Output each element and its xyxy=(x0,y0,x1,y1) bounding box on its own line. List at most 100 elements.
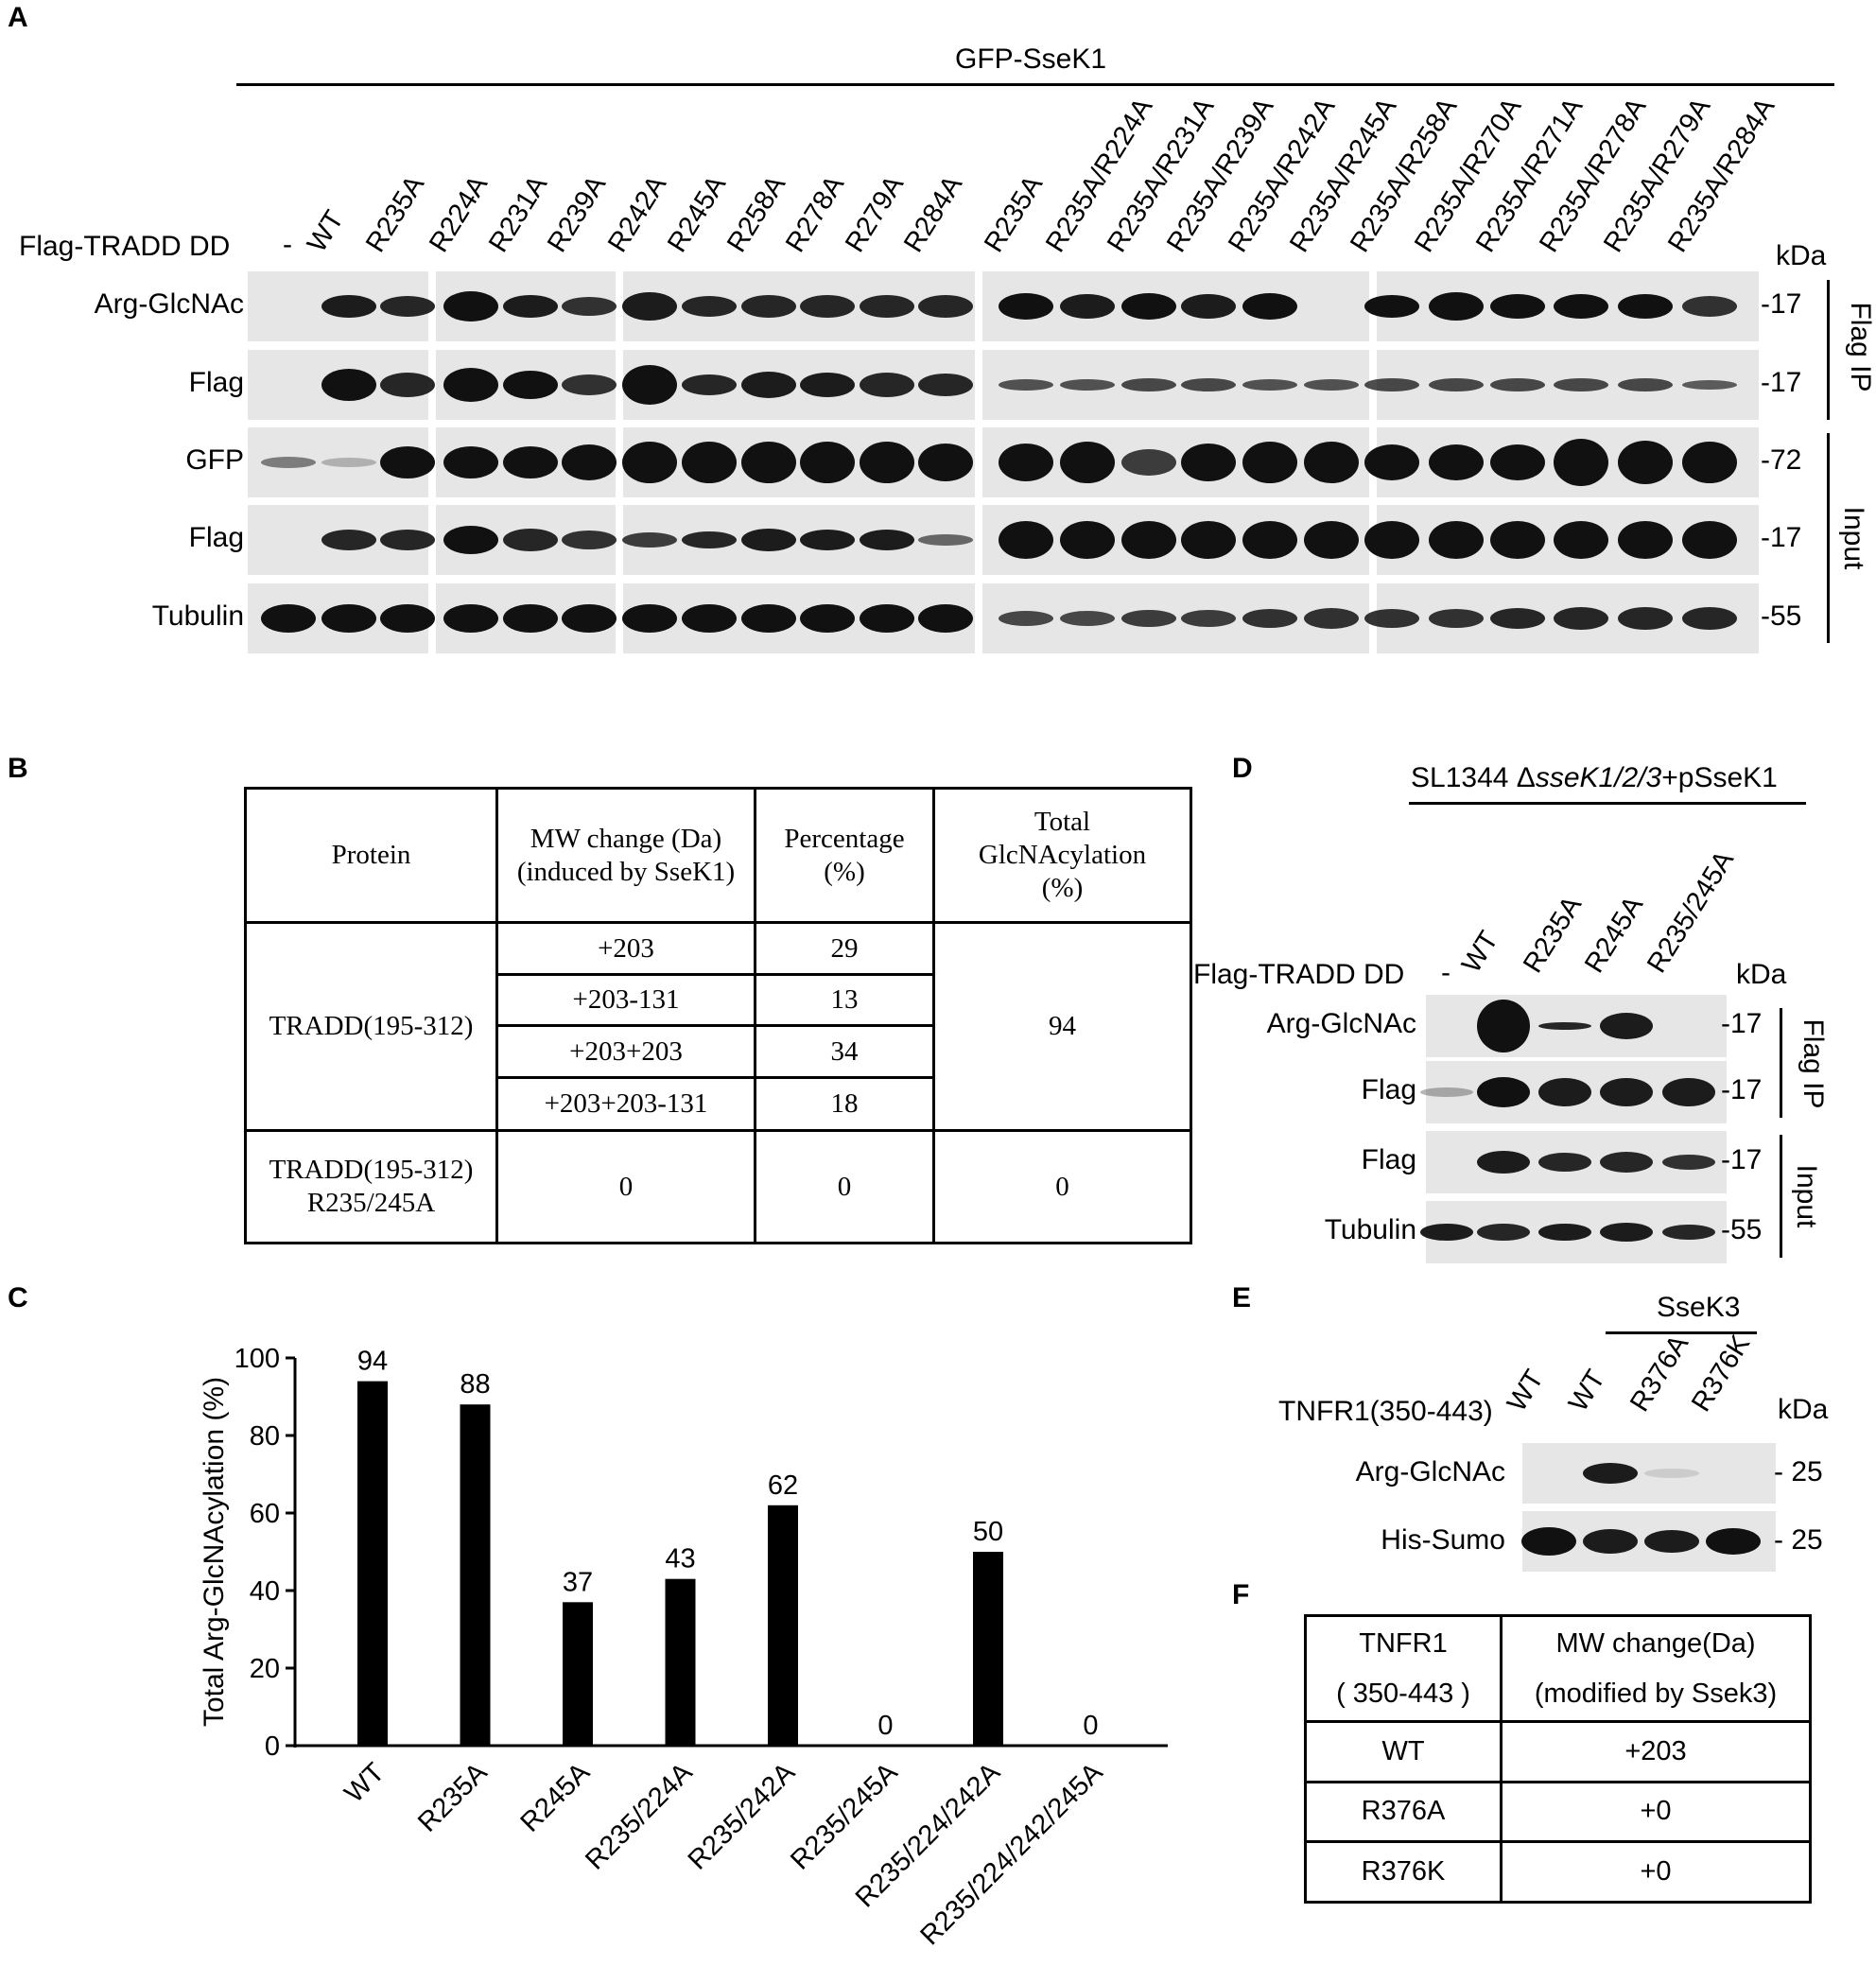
blot-band xyxy=(261,457,316,468)
total-cell: 94 xyxy=(932,921,1192,1133)
blot-band xyxy=(1429,444,1484,480)
row-label: Tubulin xyxy=(1324,1214,1416,1245)
blot-band xyxy=(1682,380,1737,390)
blot-band xyxy=(622,442,677,483)
blot-strip xyxy=(1522,1443,1776,1504)
lane-label: WT xyxy=(1502,1365,1551,1418)
panel-letter-a: A xyxy=(8,2,28,33)
panel-d-header-line xyxy=(1409,802,1806,805)
blot-band xyxy=(1662,1078,1715,1106)
kda-value: -17 xyxy=(1721,1074,1763,1105)
lane-label: R235A xyxy=(360,170,431,258)
table-row: R376A +0 xyxy=(1304,1780,1812,1844)
blot-band xyxy=(999,293,1053,320)
y-tick-label: 80 xyxy=(250,1421,280,1452)
blot-band xyxy=(562,374,617,395)
blot-band xyxy=(918,295,973,318)
blot-band xyxy=(321,458,376,467)
table-row: TRADD(195-312) +203 29 94 xyxy=(244,921,1192,1133)
blot-band xyxy=(1242,521,1297,559)
tnfr1-variant-cell: R376A xyxy=(1304,1780,1503,1844)
blot-band xyxy=(1242,442,1297,483)
table-header-mw-change: MW change (Da) (induced by SseK1) xyxy=(495,786,756,925)
blot-band xyxy=(503,446,558,478)
blot-band xyxy=(562,604,617,633)
blot-band xyxy=(321,369,376,401)
bar-value-label: 0 xyxy=(1083,1711,1098,1741)
panel-d-flag-ip-bracket xyxy=(1780,1008,1782,1118)
panel-letter-d: D xyxy=(1232,753,1253,784)
mw-change-cell: +0 xyxy=(1500,1780,1812,1844)
panel-f-header-tnfr1-line2: ( 350-443 ) xyxy=(1336,1678,1470,1709)
blot-band xyxy=(562,297,617,316)
lane-label: R235A xyxy=(1518,891,1589,979)
pct-cell: 18 xyxy=(754,1076,935,1133)
blot-band xyxy=(918,534,973,546)
bar xyxy=(357,1381,388,1746)
mw-cell: 0 xyxy=(495,1129,756,1244)
lane-label: R284A xyxy=(898,170,969,258)
blot-band xyxy=(1304,608,1359,629)
panel-d-kda-header: kDa xyxy=(1736,959,1787,990)
bar-value-label: 0 xyxy=(877,1711,893,1741)
lane-label: R235A xyxy=(979,170,1050,258)
lane-label: R376A xyxy=(1624,1330,1695,1418)
blot-band xyxy=(918,374,973,396)
protein-name-cell: TRADD(195-312) R235/245A xyxy=(244,1129,498,1244)
panel-a-row-axis-label: Flag-TRADD DD xyxy=(19,231,231,262)
blot-band xyxy=(682,374,737,395)
blot-band xyxy=(622,532,677,548)
y-tick-label: 60 xyxy=(250,1499,280,1529)
bar-value-label: 50 xyxy=(973,1517,1003,1547)
y-tick-label: 0 xyxy=(265,1731,280,1762)
blot-band xyxy=(380,296,435,317)
table-row: WT +203 xyxy=(1304,1720,1812,1783)
blot-band xyxy=(503,371,558,399)
kda-value: -72 xyxy=(1761,444,1802,476)
blot-band xyxy=(622,292,677,321)
panel-f-header-tnfr1: TNFR1 ( 350-443 ) xyxy=(1304,1614,1503,1723)
lane-label: - xyxy=(1441,957,1450,988)
blot-band xyxy=(443,368,498,402)
lane-label: R278A xyxy=(780,170,851,258)
blot-band xyxy=(1121,378,1176,391)
blot-band xyxy=(261,604,316,633)
panel-d-header: SL1344 ΔsseK1/2/3+pSseK1 xyxy=(1411,762,1778,794)
blot-band xyxy=(503,604,558,633)
blot-band xyxy=(503,295,558,318)
blot-band xyxy=(1477,1000,1530,1052)
pct-cell: 29 xyxy=(754,921,935,976)
row-label: Arg-GlcNAc xyxy=(1266,1008,1416,1039)
panel-letter-b: B xyxy=(8,753,28,784)
table-header-percentage: Percentage (%) xyxy=(754,786,935,925)
blot-band xyxy=(1490,294,1545,319)
blot-band xyxy=(1181,610,1236,627)
row-label: Flag xyxy=(188,367,244,398)
blot-band xyxy=(999,379,1053,391)
blot-band xyxy=(1364,521,1419,559)
blot-band xyxy=(1429,521,1484,559)
blot-band xyxy=(1364,295,1419,318)
blot-band xyxy=(1181,378,1236,391)
blot-band xyxy=(860,373,914,397)
table-row: R376K +0 xyxy=(1304,1840,1812,1904)
blot-band xyxy=(1682,521,1737,559)
panel-e-row-axis-label: TNFR1(350-443) xyxy=(1278,1396,1493,1427)
blot-band xyxy=(1477,1224,1530,1241)
input-bracket xyxy=(1827,433,1830,643)
row-label: His-Sumo xyxy=(1381,1524,1505,1556)
blot-band xyxy=(1538,1078,1591,1106)
blot-band xyxy=(622,365,677,405)
panel-f-header-mw-line2: (modified by Ssek3) xyxy=(1534,1678,1778,1709)
blot-band xyxy=(1420,1087,1473,1097)
mw-cell: +203+203 xyxy=(495,1023,756,1080)
blot-band xyxy=(380,604,435,633)
bar-value-label: 94 xyxy=(357,1347,388,1377)
table-row: TRADD(195-312) R235/245A 0 0 0 xyxy=(244,1129,1192,1244)
blot-band xyxy=(918,444,973,481)
lane-label: R245A xyxy=(1579,891,1650,979)
blot-band xyxy=(1554,439,1608,486)
blot-band xyxy=(622,604,677,633)
lane-label: R239A xyxy=(542,170,613,258)
panel-f-header-mw: MW change(Da) (modified by Ssek3) xyxy=(1500,1614,1812,1723)
